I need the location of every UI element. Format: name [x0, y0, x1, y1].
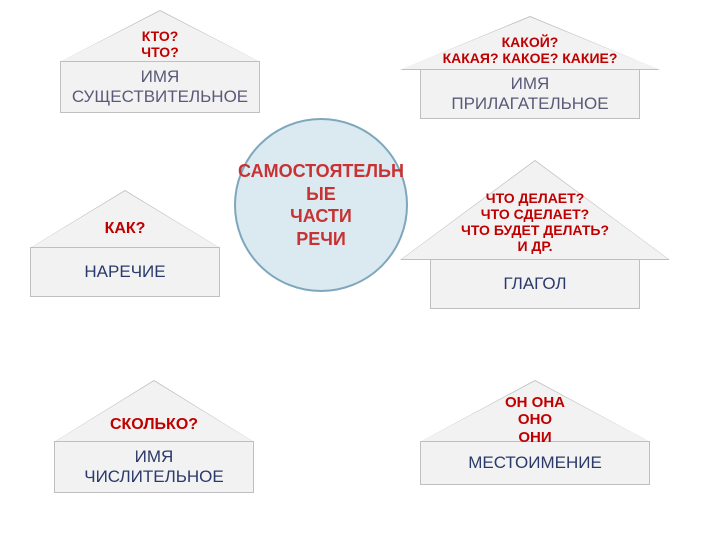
house-pronoun: ОН ОНАОНООНИ МЕСТОИМЕНИЕ	[420, 380, 650, 485]
house-numeral: СКОЛЬКО? ИМЯЧИСЛИТЕЛЬНОЕ	[54, 380, 254, 493]
roof-verb: ЧТО ДЕЛАЕТ?ЧТО СДЕЛАЕТ?ЧТО БУДЕТ ДЕЛАТЬ?…	[400, 160, 670, 260]
roof-adverb: КАК?	[30, 190, 220, 248]
roof-text-adjective: КАКОЙ?КАКАЯ? КАКОЕ? КАКИЕ?	[443, 34, 618, 66]
body-text-verb: ГЛАГОЛ	[503, 274, 566, 294]
house-noun: КТО?ЧТО? ИМЯСУЩЕСТВИТЕЛЬНОЕ	[60, 10, 260, 113]
roof-numeral: СКОЛЬКО?	[54, 380, 254, 442]
house-verb: ЧТО ДЕЛАЕТ?ЧТО СДЕЛАЕТ?ЧТО БУДЕТ ДЕЛАТЬ?…	[400, 160, 670, 309]
house-adjective: КАКОЙ?КАКАЯ? КАКОЕ? КАКИЕ? ИМЯПРИЛАГАТЕЛЬ…	[400, 16, 660, 119]
body-text-pronoun: МЕСТОИМЕНИЕ	[468, 453, 602, 473]
center-text: САМОСТОЯТЕЛЬНЫЕЧАСТИРЕЧИ	[238, 160, 404, 250]
house-adverb: КАК? НАРЕЧИЕ	[30, 190, 220, 297]
body-pronoun: МЕСТОИМЕНИЕ	[420, 441, 650, 485]
body-noun: ИМЯСУЩЕСТВИТЕЛЬНОЕ	[60, 61, 260, 113]
body-adverb: НАРЕЧИЕ	[30, 247, 220, 297]
body-text-noun: ИМЯСУЩЕСТВИТЕЛЬНОЕ	[72, 67, 248, 108]
roof-text-noun: КТО?ЧТО?	[141, 28, 178, 60]
roof-text-adverb: КАК?	[105, 220, 146, 238]
body-text-adverb: НАРЕЧИЕ	[84, 262, 165, 282]
roof-noun: КТО?ЧТО?	[60, 10, 260, 62]
roof-adjective: КАКОЙ?КАКАЯ? КАКОЕ? КАКИЕ?	[400, 16, 660, 70]
center-circle: САМОСТОЯТЕЛЬНЫЕЧАСТИРЕЧИ	[234, 118, 408, 292]
roof-text-pronoun: ОН ОНАОНООНИ	[505, 394, 565, 446]
roof-text-numeral: СКОЛЬКО?	[110, 416, 198, 434]
body-text-numeral: ИМЯЧИСЛИТЕЛЬНОЕ	[84, 447, 224, 488]
body-adjective: ИМЯПРИЛАГАТЕЛЬНОЕ	[420, 69, 640, 119]
body-verb: ГЛАГОЛ	[430, 259, 640, 309]
roof-text-verb: ЧТО ДЕЛАЕТ?ЧТО СДЕЛАЕТ?ЧТО БУДЕТ ДЕЛАТЬ?…	[461, 190, 609, 254]
body-text-adjective: ИМЯПРИЛАГАТЕЛЬНОЕ	[451, 74, 608, 115]
roof-pronoun: ОН ОНАОНООНИ	[420, 380, 650, 442]
body-numeral: ИМЯЧИСЛИТЕЛЬНОЕ	[54, 441, 254, 493]
